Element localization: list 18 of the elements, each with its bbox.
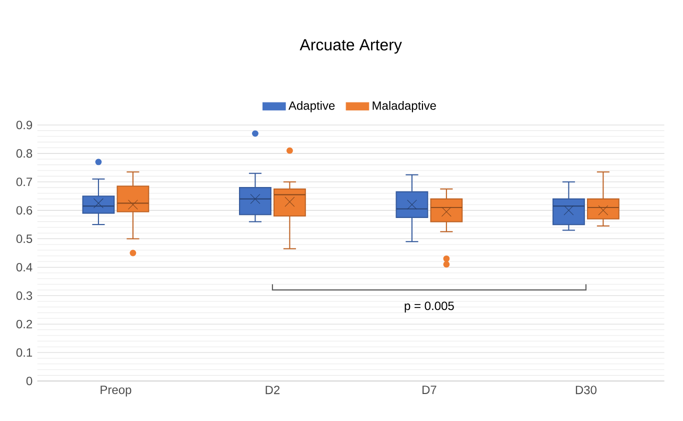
legend-label: Maladaptive — [372, 101, 436, 112]
y-tick-label: 0 — [26, 376, 32, 386]
chart-title: Arcuate Artery — [300, 39, 402, 54]
x-tick-label: D7 — [422, 386, 436, 394]
y-tick-label: 0.1 — [16, 348, 32, 357]
y-tick-label: 0.3 — [16, 291, 32, 300]
y-tick-label: 0.5 — [16, 234, 32, 244]
y-tick-label: 0.7 — [16, 178, 32, 186]
y-tick-label: 0.6 — [16, 206, 32, 215]
annotation: p = 0.005 — [404, 302, 454, 312]
y-tick-label: 0.9 — [16, 120, 32, 130]
y-tick-label: 0.2 — [16, 320, 32, 328]
y-tick-label: 0.4 — [16, 262, 32, 272]
x-tick-label: Preop — [100, 386, 132, 396]
x-tick-label: D30 — [576, 386, 596, 394]
y-tick-label: 0.8 — [16, 149, 32, 158]
legend-label: Adaptive — [288, 101, 335, 112]
x-tick-label: D2 — [266, 386, 280, 394]
